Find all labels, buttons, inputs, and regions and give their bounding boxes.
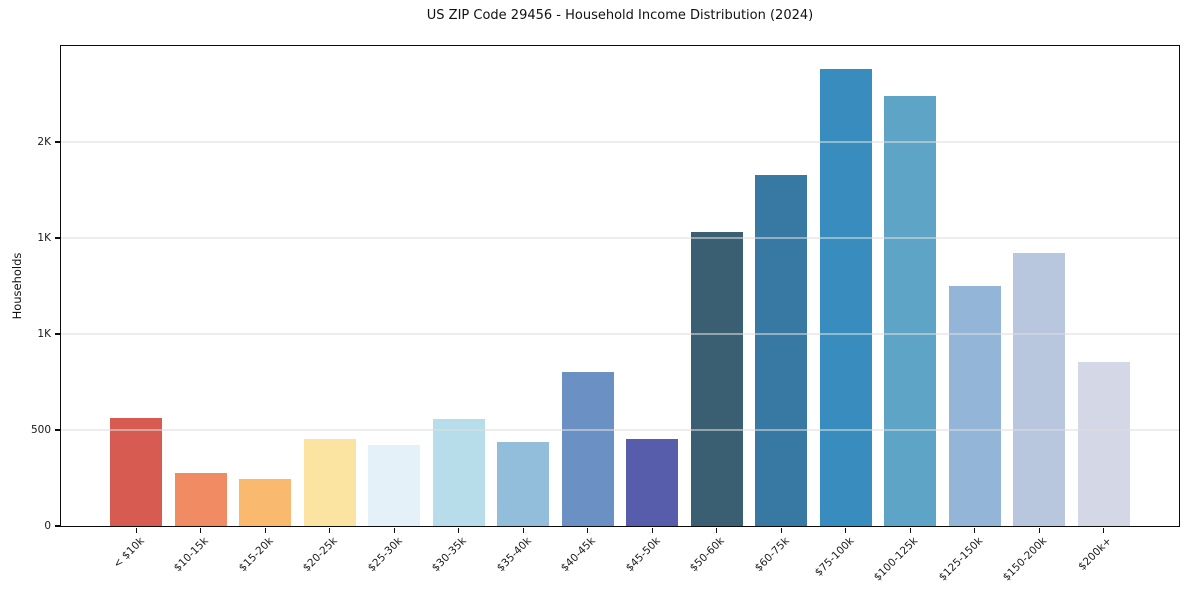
- x-tick-mark: [716, 528, 718, 533]
- y-axis-label: Households: [10, 252, 24, 320]
- gridline: [61, 141, 1179, 143]
- y-tick-label: 500: [30, 424, 51, 436]
- bar: [1013, 253, 1065, 526]
- bar: [174, 473, 227, 526]
- x-tick-label: $10-15k: [171, 535, 211, 575]
- y-tick-label: 2K: [37, 136, 51, 148]
- x-tick-mark: [329, 528, 331, 533]
- x-tick-mark: [651, 528, 653, 533]
- bar: [884, 95, 936, 526]
- y-tick-mark: [55, 525, 60, 527]
- y-tick-label: 1K: [37, 328, 51, 340]
- x-tick-label: $15-20k: [236, 535, 276, 575]
- x-tick-mark: [909, 528, 911, 533]
- x-tick-label: $45-50k: [623, 535, 663, 575]
- x-tick-mark: [264, 528, 266, 533]
- y-tick-label: 1K: [37, 232, 51, 244]
- x-tick-mark: [200, 528, 202, 533]
- x-tick-mark: [974, 528, 976, 533]
- x-tick-label: $30-35k: [429, 535, 469, 575]
- bar: [1077, 361, 1130, 526]
- bar: [497, 442, 549, 526]
- x-tick-mark: [135, 528, 137, 533]
- y-tick-mark: [55, 429, 60, 431]
- x-tick-label: $150-200k: [1000, 535, 1050, 584]
- gridline: [61, 237, 1179, 239]
- x-tick-label: $35-40k: [494, 535, 534, 575]
- x-tick-label: $100-125k: [871, 535, 921, 584]
- x-tick-label: < $10k: [110, 535, 147, 571]
- gridline: [61, 333, 1179, 335]
- x-tick-label: $60-75k: [752, 535, 792, 575]
- x-tick-mark: [522, 528, 524, 533]
- y-tick-mark: [55, 237, 60, 239]
- bar: [561, 372, 614, 526]
- plot-area: 0 500 1K 1K 2K < $10k $10-15k $15-20k $20-25k $25…: [31, 45, 1180, 584]
- bar: [948, 286, 1001, 526]
- bar: [432, 419, 485, 526]
- x-tick-label: $200k+: [1076, 535, 1114, 573]
- x-tick-label: $40-45k: [558, 535, 598, 575]
- x-tick-label: $125-150k: [936, 535, 985, 584]
- bar: [755, 174, 807, 526]
- x-tick-label: $75-100k: [812, 535, 856, 579]
- y-tick-label: 0: [44, 520, 51, 532]
- x-tick-label: $20-25k: [300, 535, 340, 575]
- bar: [110, 418, 162, 526]
- x-tick-label: $50-60k: [687, 535, 727, 575]
- bar: [626, 438, 678, 526]
- bar: [368, 445, 420, 526]
- x-tick-mark: [845, 528, 847, 533]
- y-tick-mark: [55, 333, 60, 335]
- bar: [239, 478, 291, 526]
- y-tick-mark: [55, 141, 60, 143]
- chart-title: US ZIP Code 29456 - Household Income Dis…: [426, 8, 814, 23]
- bar: [303, 438, 356, 526]
- x-tick-mark: [587, 528, 589, 533]
- x-tick-mark: [1038, 528, 1040, 533]
- x-tick-mark: [458, 528, 460, 533]
- x-tick-label: $25-30k: [365, 535, 405, 575]
- x-tick-mark: [1103, 528, 1105, 533]
- bar: [819, 69, 872, 526]
- gridline: [61, 429, 1179, 431]
- x-tick-mark: [393, 528, 395, 533]
- bar: [690, 232, 743, 526]
- x-tick-mark: [780, 528, 782, 533]
